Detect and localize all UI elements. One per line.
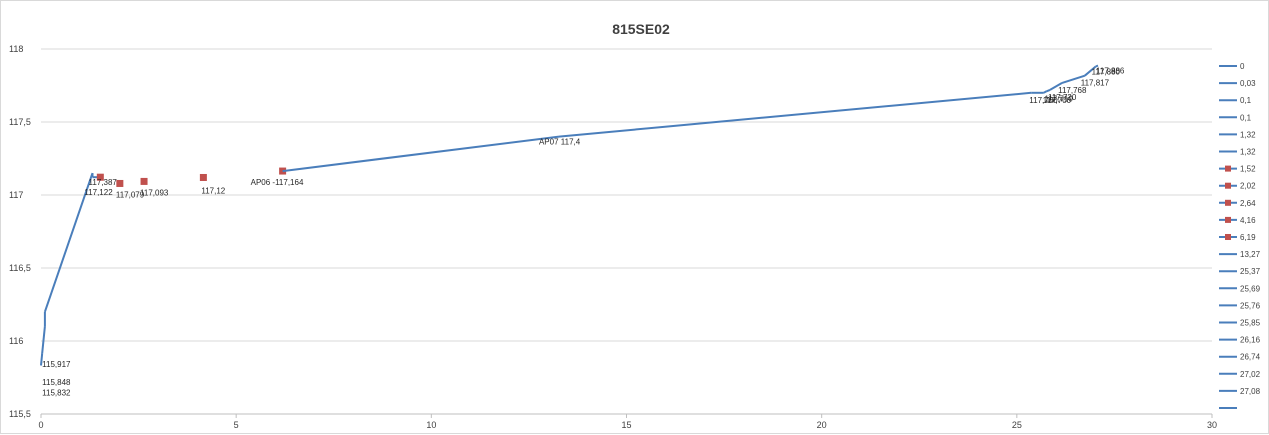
x-tick-label: 10 xyxy=(426,420,436,430)
series-line xyxy=(558,91,1032,138)
data-label: 115,832 xyxy=(42,389,71,398)
legend-entry: 1,52 xyxy=(1240,165,1256,174)
y-tick-label: 117 xyxy=(9,190,23,200)
legend: 0 0,03 0,1 0,1 1,32 1,32 1,52 2,02 2,64 4,16 6,19 1… xyxy=(1219,62,1261,409)
legend-entry: 0,1 xyxy=(1240,96,1252,105)
legend-entry: 0,03 xyxy=(1240,79,1256,88)
legend-marker xyxy=(1225,199,1231,206)
series-line xyxy=(1084,65,1097,77)
series-layer xyxy=(40,64,1099,366)
series-marker xyxy=(116,179,124,187)
legend-entry: 27,02 xyxy=(1240,370,1261,379)
x-tick-label: 5 xyxy=(234,420,239,430)
legend-entry: 25,37 xyxy=(1240,267,1261,276)
legend-entry: 1,32 xyxy=(1240,148,1256,157)
x-tick-label: 20 xyxy=(817,420,827,430)
data-label: 117,122 xyxy=(84,188,113,197)
data-label: 117,720 xyxy=(1048,93,1077,102)
series-line xyxy=(1049,82,1063,91)
legend-entry: 27,08 xyxy=(1240,387,1261,396)
legend-marker xyxy=(1225,182,1231,189)
series-line xyxy=(41,326,46,354)
data-label: 117,093 xyxy=(140,188,169,197)
y-tick-label: 116,5 xyxy=(9,263,31,273)
data-label: 115,848 xyxy=(42,378,71,387)
y-tick-label: 116 xyxy=(9,336,23,346)
y-tick-label: 115,5 xyxy=(9,409,31,419)
x-tick-label: 0 xyxy=(38,420,43,430)
series-line xyxy=(1046,88,1051,93)
data-label: 117,768 xyxy=(1058,86,1087,95)
legend-entry: 0,1 xyxy=(1240,113,1252,122)
legend-entry: 25,85 xyxy=(1240,319,1261,328)
series-marker xyxy=(199,173,207,181)
legend-entry: 26,16 xyxy=(1240,336,1261,345)
x-tick-label: 25 xyxy=(1012,420,1022,430)
legend-entry: 2,02 xyxy=(1240,182,1256,191)
legend-entry: 13,27 xyxy=(1240,250,1261,259)
data-label: 117,387 xyxy=(89,178,118,187)
x-tick-label: 30 xyxy=(1207,420,1217,430)
data-label: AP06 -117,164 xyxy=(251,178,304,187)
series-line xyxy=(1061,74,1086,84)
data-label: 117,710 xyxy=(1044,94,1073,103)
data-label: 117,700 xyxy=(1043,96,1072,105)
series-line xyxy=(282,135,560,173)
data-label: 117,886 xyxy=(1096,67,1125,76)
legend-marker xyxy=(1225,216,1231,223)
data-label: 117,079 xyxy=(116,190,145,199)
legend-marker xyxy=(1225,165,1231,172)
series-line xyxy=(43,172,94,313)
series-line xyxy=(1043,90,1047,94)
series-line xyxy=(1095,64,1099,68)
legend-entry: 4,16 xyxy=(1240,216,1256,225)
axis-layer: 115,5 116 116,5 117 117,5 118 0 5 10 15 20 25 30 xyxy=(9,44,1217,430)
series-marker xyxy=(140,177,148,185)
legend-entry: 26,74 xyxy=(1240,353,1261,362)
data-label: 117,880 xyxy=(1092,68,1121,77)
data-label: AP07 117,4 xyxy=(539,138,581,147)
y-tick-label: 117,5 xyxy=(9,117,31,127)
x-tick-label: 15 xyxy=(621,420,631,430)
series-marker xyxy=(96,173,104,181)
data-label: 117,12 xyxy=(201,186,225,195)
data-label: 117,817 xyxy=(1081,79,1110,88)
legend-marker xyxy=(1225,234,1231,240)
legend-entry: 0 xyxy=(1240,62,1245,71)
y-tick-label: 118 xyxy=(9,44,23,54)
legend-entry: 25,76 xyxy=(1240,301,1261,310)
legend-entry: 2,64 xyxy=(1240,199,1256,208)
legend-entry: 1,32 xyxy=(1240,130,1256,139)
chart-title: 815SE02 xyxy=(612,21,670,37)
legend-entry: 25,69 xyxy=(1240,284,1261,293)
legend-entry: 6,19 xyxy=(1240,233,1256,242)
data-label: 117,700 xyxy=(1029,96,1058,105)
series-line xyxy=(40,353,44,366)
data-label: 115,917 xyxy=(42,360,71,369)
